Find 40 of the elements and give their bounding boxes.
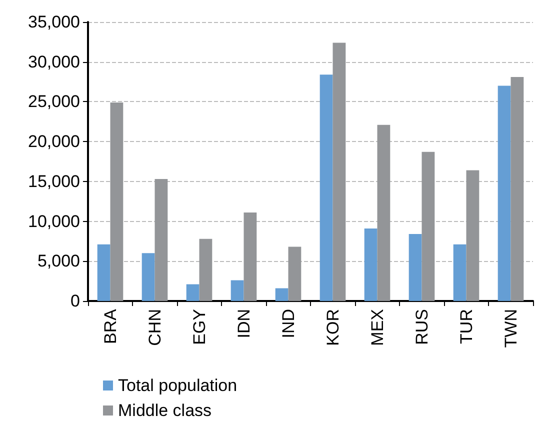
bar xyxy=(320,74,333,301)
bar xyxy=(244,212,257,301)
bar xyxy=(498,86,511,301)
bar xyxy=(110,102,124,301)
bar xyxy=(364,228,378,301)
x-tick-label: EGY xyxy=(190,309,209,345)
x-tick-label: RUS xyxy=(412,309,432,345)
bar xyxy=(199,238,212,301)
x-tick-label: TUR xyxy=(456,309,476,344)
bar xyxy=(154,179,168,301)
legend-label: Total population xyxy=(118,376,238,395)
x-tick-label: BRA xyxy=(100,308,120,344)
bar xyxy=(377,124,390,301)
y-tick-label: 15,000 xyxy=(28,172,80,191)
x-tick-label: IND xyxy=(278,309,298,338)
bar xyxy=(422,152,435,301)
x-tick-label: TWN xyxy=(501,309,520,348)
x-tick-label: MEX xyxy=(368,309,387,346)
x-tick-label: CHN xyxy=(145,309,164,346)
legend-label: Middle class xyxy=(118,401,212,420)
y-tick-label: 0 xyxy=(70,292,80,310)
bar xyxy=(97,244,110,301)
bar xyxy=(453,244,466,301)
bar xyxy=(288,246,302,301)
bar xyxy=(332,42,346,301)
y-tick-label: 35,000 xyxy=(28,12,80,32)
y-tick-label: 10,000 xyxy=(28,212,80,231)
y-tick-label: 25,000 xyxy=(28,92,80,112)
y-tick-label: 30,000 xyxy=(28,52,80,72)
bar xyxy=(510,77,524,301)
x-tick-label: KOR xyxy=(323,309,342,346)
bar xyxy=(466,170,480,301)
y-tick-label: 5,000 xyxy=(37,252,80,271)
bar xyxy=(275,288,288,301)
bar xyxy=(408,234,422,301)
bar xyxy=(230,280,244,301)
bar xyxy=(186,284,200,301)
x-tick-label: IDN xyxy=(234,309,254,338)
y-tick-label: 20,000 xyxy=(28,132,80,152)
bar xyxy=(142,253,155,301)
